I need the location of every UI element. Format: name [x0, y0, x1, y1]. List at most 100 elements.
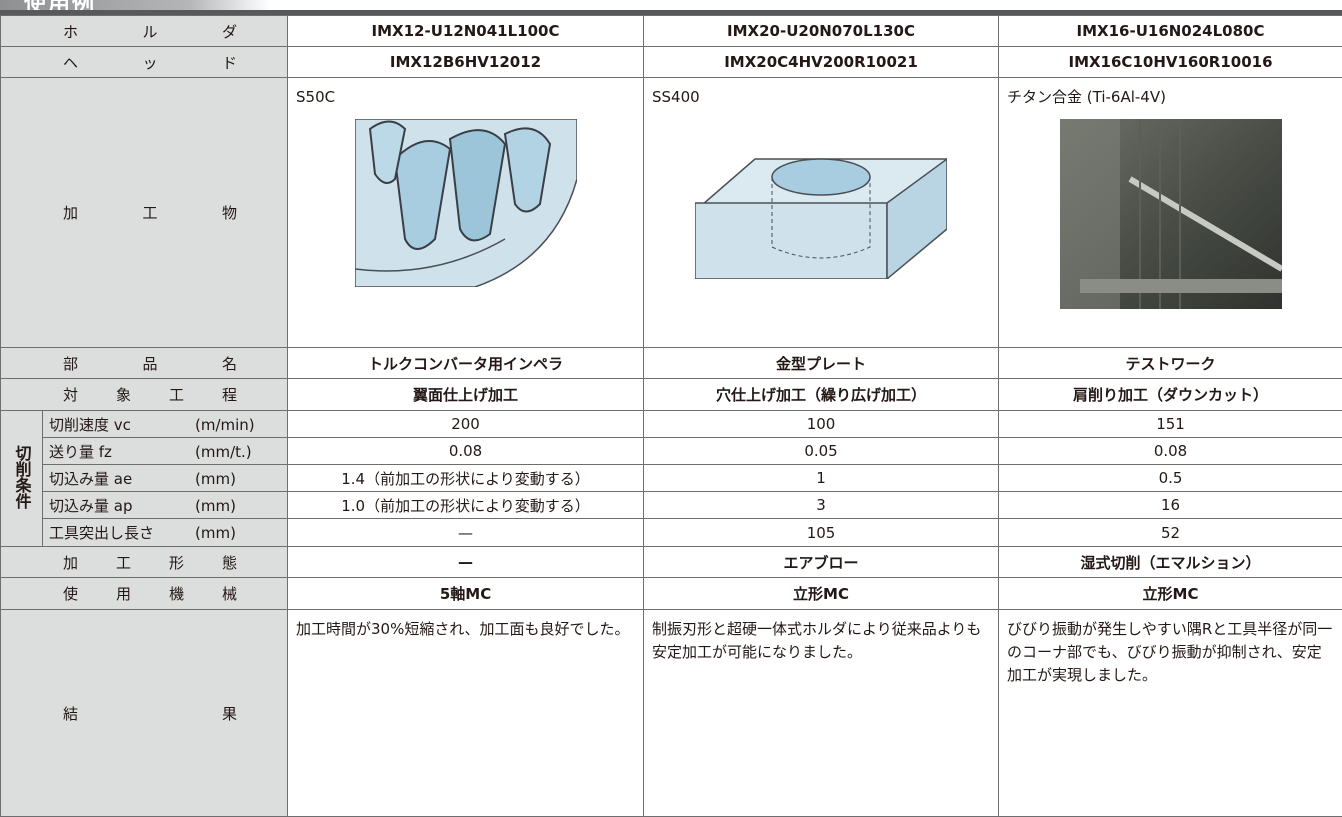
- cell-text: 5軸MC: [288, 583, 643, 604]
- value-cell: 翼面仕上げ加工: [288, 379, 644, 411]
- condition-value: 0.5: [999, 465, 1342, 492]
- value-cell: 湿式切削（エマルション）: [999, 547, 1342, 578]
- value-cell: IMX20C4HV200R10021: [644, 47, 999, 78]
- value-cell: 肩削り加工（ダウンカット）: [999, 379, 1342, 411]
- value-cell: S50C: [288, 78, 644, 348]
- impeller-image: [355, 119, 577, 287]
- value-cell: 穴仕上げ加工（繰り広げ加工）: [644, 379, 999, 411]
- condition-value: 1: [644, 465, 999, 492]
- value-cell: エアブロー: [644, 547, 999, 578]
- condition-value: 0.08: [999, 438, 1342, 465]
- row-label: 結果: [1, 610, 288, 817]
- value-cell: トルクコンバータ用インペラ: [288, 348, 644, 379]
- cell-text: 立形MC: [644, 583, 998, 604]
- cell-text: 肩削り加工（ダウンカット）: [999, 384, 1342, 405]
- cell-text: 制振刃形と超硬一体式ホルダにより従来品よりも安定加工が可能になりました。: [652, 618, 990, 664]
- table-row: 結果加工時間が30%短縮され、加工面も良好でした。制振刃形と超硬一体式ホルダによ…: [1, 610, 1342, 817]
- cell-text: 翼面仕上げ加工: [288, 384, 643, 405]
- cell-text: チタン合金 (Ti-6Al-4V): [1007, 86, 1334, 109]
- condition-group-label: 切削条件: [1, 411, 43, 547]
- row-label: 部品名: [1, 348, 288, 379]
- condition-label: 切込み量 ap(mm): [43, 492, 288, 519]
- table-row: 対象工程翼面仕上げ加工穴仕上げ加工（繰り広げ加工）肩削り加工（ダウンカット）: [1, 379, 1342, 411]
- condition-value: —: [288, 519, 644, 547]
- cell-text: IMX12B6HV12012: [288, 53, 643, 71]
- row-label: 加工形態: [1, 547, 288, 578]
- cell-text: S50C: [296, 86, 635, 109]
- value-cell: —: [288, 547, 644, 578]
- row-label: 加工物: [1, 78, 288, 348]
- value-cell: IMX16-U16N024L080C: [999, 16, 1342, 47]
- value-cell: 立形MC: [644, 578, 999, 610]
- cell-text: IMX20-U20N070L130C: [644, 22, 998, 40]
- condition-value: 151: [999, 411, 1342, 438]
- cell-text: びびり振動が発生しやすい隅Rと工具半径が同一のコーナ部でも、びびり振動が抑制され…: [1007, 618, 1334, 687]
- cell-text: IMX16C10HV160R10016: [999, 53, 1342, 71]
- condition-name: 切削速度 vc: [49, 414, 195, 435]
- titanium-workpiece-photo: [1060, 119, 1282, 309]
- condition-value: 52: [999, 519, 1342, 547]
- condition-value: 0.08: [288, 438, 644, 465]
- condition-unit: (mm): [195, 470, 236, 488]
- cell-text: 穴仕上げ加工（繰り広げ加工）: [644, 384, 998, 405]
- cell-text: エアブロー: [644, 552, 998, 573]
- value-cell: テストワーク: [999, 348, 1342, 379]
- condition-label: 送り量 fz(mm/t.): [43, 438, 288, 465]
- cell-text: 湿式切削（エマルション）: [999, 552, 1342, 573]
- condition-value: 200: [288, 411, 644, 438]
- cell-text: IMX20C4HV200R10021: [644, 53, 998, 71]
- table-row: 加工形態—エアブロー湿式切削（エマルション）: [1, 547, 1342, 578]
- cell-text: 金型プレート: [644, 353, 998, 374]
- value-cell: IMX16C10HV160R10016: [999, 47, 1342, 78]
- cell-text: テストワーク: [999, 353, 1342, 374]
- value-cell: IMX20-U20N070L130C: [644, 16, 999, 47]
- condition-unit: (mm): [195, 497, 236, 515]
- cell-text: トルクコンバータ用インペラ: [288, 353, 643, 374]
- value-cell: IMX12B6HV12012: [288, 47, 644, 78]
- condition-value: 100: [644, 411, 999, 438]
- row-label: ヘッド: [1, 47, 288, 78]
- cell-text: 立形MC: [999, 583, 1342, 604]
- value-cell: 立形MC: [999, 578, 1342, 610]
- condition-value: 16: [999, 492, 1342, 519]
- condition-value: 105: [644, 519, 999, 547]
- cell-text: SS400: [652, 86, 990, 109]
- condition-unit: (m/min): [195, 416, 255, 434]
- row-label: ホルダ: [1, 16, 288, 47]
- condition-group-text: 切削条件: [10, 445, 34, 509]
- condition-label: 工具突出し長さ(mm): [43, 519, 288, 547]
- cell-text: IMX12-U12N041L100C: [288, 22, 643, 40]
- condition-value: 3: [644, 492, 999, 519]
- value-cell: SS400: [644, 78, 999, 348]
- condition-name: 工具突出し長さ: [49, 522, 195, 543]
- condition-value: 0.05: [644, 438, 999, 465]
- value-cell: 制振刃形と超硬一体式ホルダにより従来品よりも安定加工が可能になりました。: [644, 610, 999, 817]
- condition-value: 1.4（前加工の形状により変動する）: [288, 465, 644, 492]
- condition-unit: (mm/t.): [195, 443, 252, 461]
- condition-name: 送り量 fz: [49, 441, 195, 462]
- value-cell: 金型プレート: [644, 348, 999, 379]
- plate-image: [695, 119, 947, 279]
- cell-text: —: [288, 553, 643, 571]
- condition-name: 切込み量 ae: [49, 468, 195, 489]
- condition-value: 1.0（前加工の形状により変動する）: [288, 492, 644, 519]
- condition-label: 切削速度 vc(m/min): [43, 411, 288, 438]
- table-row: 加工物 S50C SS400 チタン合金 (Ti-6Al-4V): [1, 78, 1342, 348]
- value-cell: びびり振動が発生しやすい隅Rと工具半径が同一のコーナ部でも、びびり振動が抑制され…: [999, 610, 1342, 817]
- cell-text: 加工時間が30%短縮され、加工面も良好でした。: [296, 618, 635, 641]
- value-cell: 5軸MC: [288, 578, 644, 610]
- value-cell: IMX12-U12N041L100C: [288, 16, 644, 47]
- table-row: 部品名トルクコンバータ用インペラ金型プレートテストワーク: [1, 348, 1342, 379]
- row-label: 使用機械: [1, 578, 288, 610]
- value-cell: 加工時間が30%短縮され、加工面も良好でした。: [288, 610, 644, 817]
